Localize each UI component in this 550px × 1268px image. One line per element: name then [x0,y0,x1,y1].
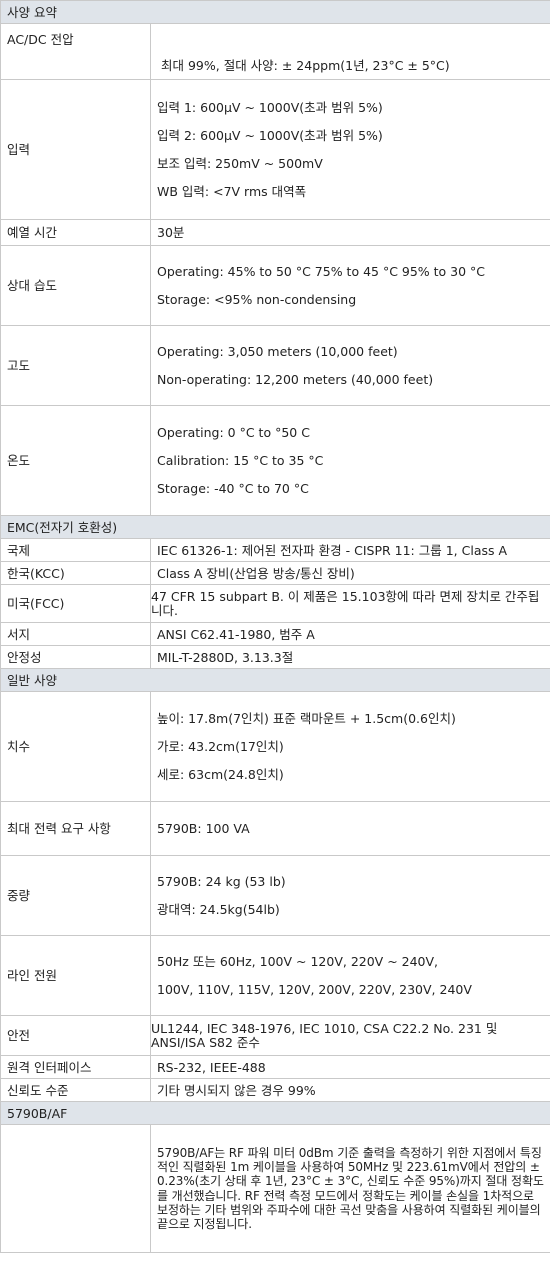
row-value: Operating: 3,050 meters (10,000 feet) No… [149,325,550,406]
value-line: 세로: 63cm(24.8인치) [157,766,284,782]
row-value: Operating: 45% to 50 °C 75% to 45 °C 95%… [149,245,550,326]
row-value: RS-232, IEEE-488 [149,1055,550,1079]
row-label: 한국(KCC) [0,561,151,585]
section-title: 일반 사양 [0,668,550,692]
row-max-power: 최대 전력 요구 사항 5790B: 100 VA [0,801,550,856]
row-af-description: 5790B/AF는 RF 파워 미터 0dBm 기준 출력을 측정하기 위한 지… [0,1124,550,1253]
row-acdc-voltage: AC/DC 전압 최대 99%, 절대 사양: ± 24ppm(1년, 23°C… [0,23,550,80]
row-label: 예열 시간 [0,219,151,246]
row-dimensions: 치수 높이: 17.8m(7인치) 표준 랙마운트 + 1.5cm(0.6인치)… [0,691,550,802]
row-label: 상대 습도 [0,245,151,326]
row-temperature: 온도 Operating: 0 °C to °50 C Calibration:… [0,405,550,516]
value-line: 최대 99%, 절대 사양: ± 24ppm(1년, 23°C ± 5°C) [161,58,450,73]
row-emc-international: 국제 IEC 61326-1: 제어된 전자파 환경 - CISPR 11: 그… [0,538,550,562]
value-line: 높이: 17.8m(7인치) 표준 랙마운트 + 1.5cm(0.6인치) [157,710,456,726]
row-altitude: 고도 Operating: 3,050 meters (10,000 feet)… [0,325,550,406]
row-value: 47 CFR 15 subpart B. 이 제품은 15.103항에 따라 면… [149,584,550,623]
row-value: ANSI C62.41-1980, 범주 A [149,622,550,646]
value-line: Calibration: 15 °C to 35 °C [157,452,324,468]
value-line: 광대역: 24.5kg(54lb) [157,901,280,917]
row-label: 신뢰도 수준 [0,1078,151,1102]
row-weight: 중량 5790B: 24 kg (53 lb) 광대역: 24.5kg(54lb… [0,855,550,936]
row-value: Operating: 0 °C to °50 C Calibration: 15… [149,405,550,516]
value-line: Storage: -40 °C to 70 °C [157,480,309,496]
value-line: Storage: <95% non-condensing [157,291,357,307]
row-label: 온도 [0,405,151,516]
row-value: IEC 61326-1: 제어된 전자파 환경 - CISPR 11: 그룹 1… [149,538,550,562]
row-value: UL1244, IEC 348-1976, IEC 1010, CSA C22.… [149,1015,550,1056]
row-input: 입력 입력 1: 600μV ~ 1000V(초과 범위 5%) 입력 2: 6… [0,79,550,220]
row-label: 입력 [0,79,151,220]
section-title: EMC(전자기 호환성) [0,515,550,539]
value-line: 5790B: 24 kg (53 lb) [157,873,286,889]
row-warmup: 예열 시간 30분 [0,219,550,246]
value-line: Non-operating: 12,200 meters (40,000 fee… [157,371,434,387]
row-value: 5790B: 100 VA [149,801,550,856]
value-line: 입력 1: 600μV ~ 1000V(초과 범위 5%) [157,99,383,115]
section-title: 사양 요약 [0,0,550,24]
section-af-header: 5790B/AF [0,1101,550,1125]
row-line-power: 라인 전원 50Hz 또는 60Hz, 100V ~ 120V, 220V ~ … [0,935,550,1016]
row-label: 미국(FCC) [0,584,151,623]
row-label: 국제 [0,538,151,562]
row-confidence: 신뢰도 수준 기타 명시되지 않은 경우 99% [0,1078,550,1102]
af-description: 5790B/AF는 RF 파워 미터 0dBm 기준 출력을 측정하기 위한 지… [149,1124,550,1253]
value-line: WB 입력: <7V rms 대역폭 [157,183,307,199]
row-label: 라인 전원 [0,935,151,1016]
value-line: Operating: 0 °C to °50 C [157,424,310,440]
row-emc-surge: 서지 ANSI C62.41-1980, 범주 A [0,622,550,646]
value-line: 가로: 43.2cm(17인치) [157,738,284,754]
value-line: 50Hz 또는 60Hz, 100V ~ 120V, 220V ~ 240V, [157,953,439,969]
row-value: 입력 1: 600μV ~ 1000V(초과 범위 5%) 입력 2: 600μ… [149,79,550,220]
section-summary-header: 사양 요약 [0,0,550,24]
row-label: 고도 [0,325,151,406]
row-label: 안전 [0,1015,151,1056]
row-value: 50Hz 또는 60Hz, 100V ~ 120V, 220V ~ 240V, … [149,935,550,1016]
row-emc-fcc: 미국(FCC) 47 CFR 15 subpart B. 이 제품은 15.10… [0,584,550,623]
row-value: 높이: 17.8m(7인치) 표준 랙마운트 + 1.5cm(0.6인치) 가로… [149,691,550,802]
row-label: 중량 [0,855,151,936]
value-line: Operating: 3,050 meters (10,000 feet) [157,343,398,359]
row-value: Class A 장비(산업용 방송/통신 장비) [149,561,550,585]
row-label: 안정성 [0,645,151,669]
row-label: 원격 인터페이스 [0,1055,151,1079]
row-label: 서지 [0,622,151,646]
row-value: 30분 [149,219,550,246]
row-label-empty [0,1124,151,1253]
row-safety: 안전 UL1244, IEC 348-1976, IEC 1010, CSA C… [0,1015,550,1056]
value-line: Operating: 45% to 50 °C 75% to 45 °C 95%… [157,263,486,279]
section-emc-header: EMC(전자기 호환성) [0,515,550,539]
row-value: 5790B: 24 kg (53 lb) 광대역: 24.5kg(54lb) [149,855,550,936]
value-line: 보조 입력: 250mV ~ 500mV [157,155,323,171]
row-emc-kcc: 한국(KCC) Class A 장비(산업용 방송/통신 장비) [0,561,550,585]
row-value: 최대 99%, 절대 사양: ± 24ppm(1년, 23°C ± 5°C) [149,23,550,80]
value-line: 입력 2: 600μV ~ 1000V(초과 범위 5%) [157,127,383,143]
section-title: 5790B/AF [0,1101,550,1125]
row-emc-stability: 안정성 MIL-T-2880D, 3.13.3절 [0,645,550,669]
section-general-header: 일반 사양 [0,668,550,692]
row-value: 기타 명시되지 않은 경우 99% [149,1078,550,1102]
value-line: 100V, 110V, 115V, 120V, 200V, 220V, 230V… [157,981,472,997]
row-value: MIL-T-2880D, 3.13.3절 [149,645,550,669]
row-label: 최대 전력 요구 사항 [0,801,151,856]
row-remote-interface: 원격 인터페이스 RS-232, IEEE-488 [0,1055,550,1079]
row-label: AC/DC 전압 [0,23,151,80]
row-label: 치수 [0,691,151,802]
row-humidity: 상대 습도 Operating: 45% to 50 °C 75% to 45 … [0,245,550,326]
